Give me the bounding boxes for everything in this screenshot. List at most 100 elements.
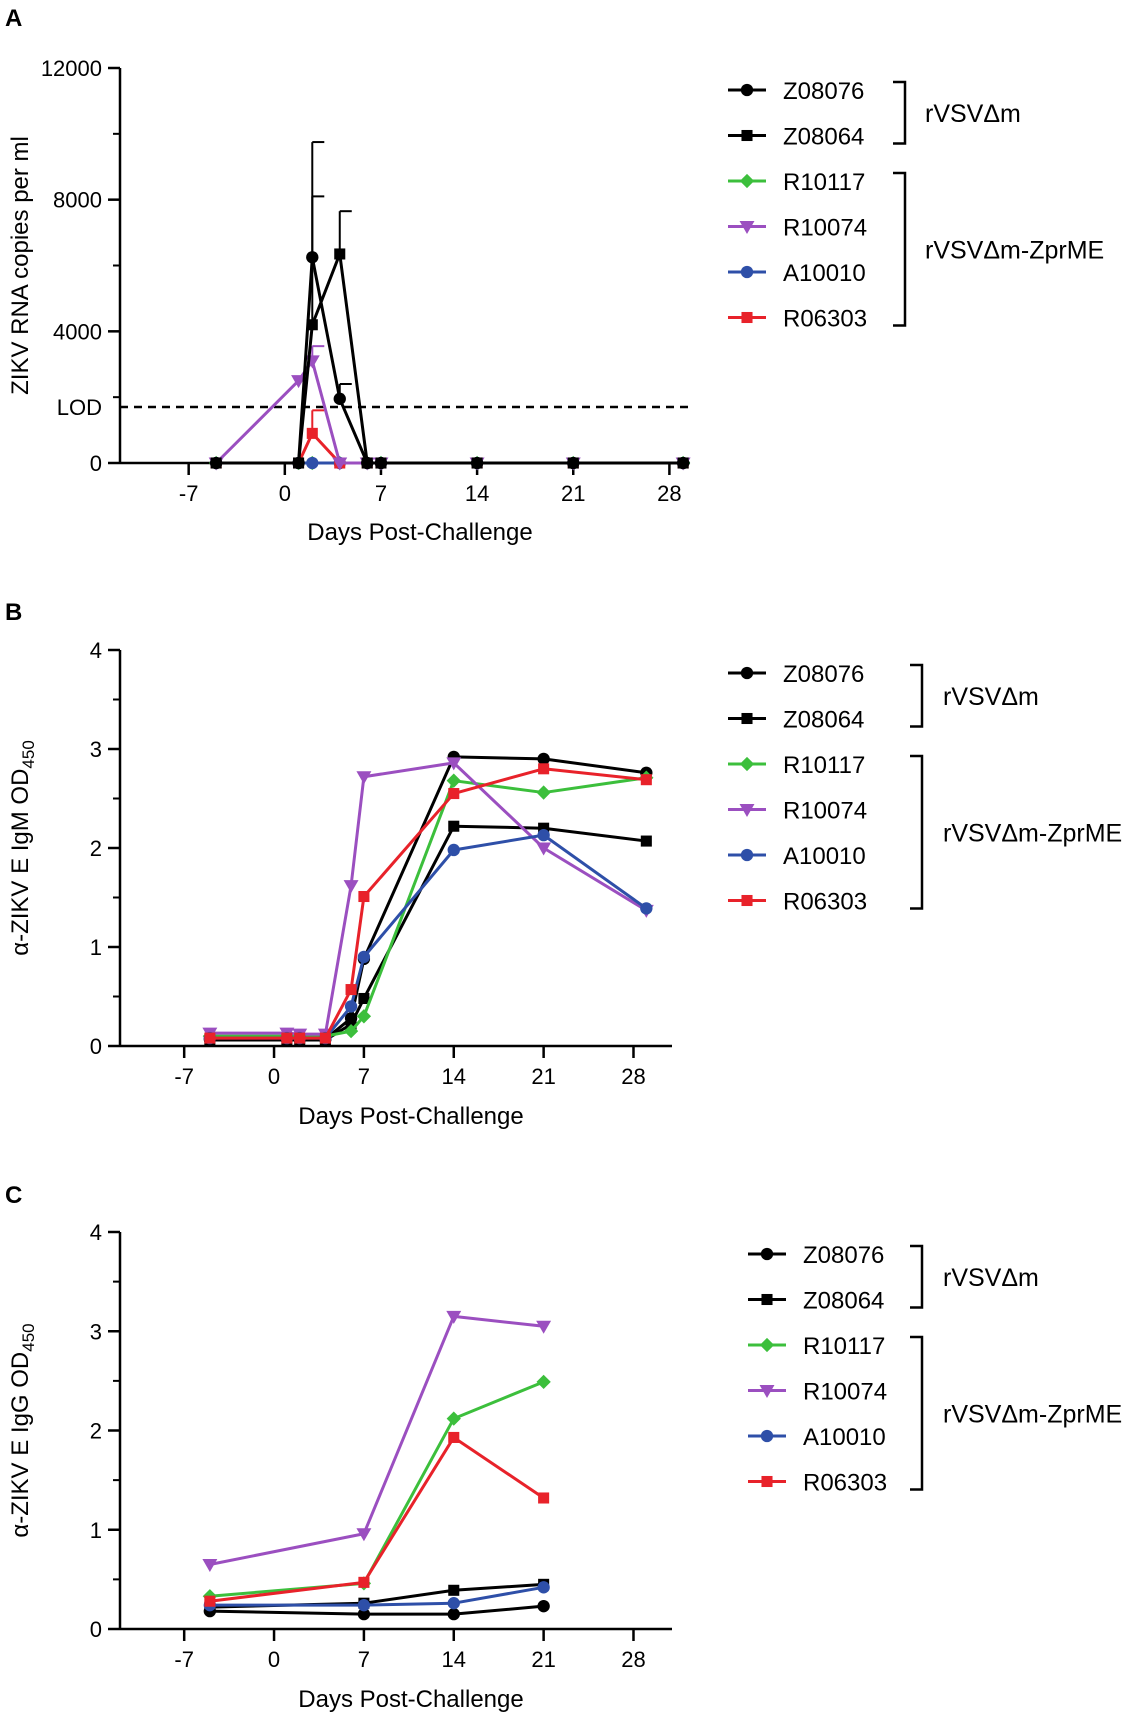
group-label: rVSVΔm-ZprME [943, 1400, 1122, 1428]
data-point-a10010 [357, 1599, 371, 1612]
series-line-z08076 [209, 1604, 544, 1616]
legend-marker [761, 1293, 773, 1306]
group-bracket: rVSVΔm [910, 1244, 1039, 1309]
x-axis-label: Days Post-Challenge [298, 1686, 523, 1713]
legend-marker [739, 173, 755, 189]
data-point-z08064 [361, 457, 373, 469]
legend-item-z08064: Z08064 [728, 707, 864, 734]
legend-label: R10117 [783, 169, 865, 196]
legend-marker [759, 1337, 775, 1353]
data-point-z08076 [447, 1607, 460, 1621]
data-point-r06303 [281, 1032, 293, 1044]
group-bracket: rVSVΔm [893, 80, 1021, 145]
data-point-z08076 [357, 1607, 371, 1621]
data-point-r10117 [356, 1009, 372, 1024]
data-point-a10010 [447, 843, 460, 857]
data-point-z08064 [306, 319, 318, 331]
y-tick-label: 4 [90, 1220, 102, 1245]
x-tick-label: 7 [358, 1647, 370, 1672]
series-line-r10074 [215, 359, 684, 465]
series-line-r10074 [209, 1314, 544, 1566]
legend-marker [739, 756, 755, 772]
panel-letter-c: C [5, 1182, 22, 1209]
group-label: rVSVΔm [925, 100, 1021, 128]
data-point-a10010 [640, 902, 653, 915]
legend-label: R06303 [803, 1470, 887, 1497]
legend-label: Z08076 [783, 78, 864, 105]
group-bracket: rVSVΔm [910, 663, 1039, 728]
legend-item-z08064: Z08064 [748, 1288, 884, 1315]
legend-item-z08076: Z08076 [728, 661, 864, 688]
data-point-r06303 [448, 788, 460, 800]
legend-marker [759, 1384, 775, 1398]
legend-marker [740, 848, 754, 862]
group-bracket: rVSVΔm-ZprME [910, 1335, 1122, 1491]
series-z08076 [209, 141, 690, 470]
legend-label: R10074 [783, 798, 867, 825]
x-tick-label: 14 [442, 1647, 466, 1672]
legend-label: R10074 [803, 1379, 887, 1406]
data-point-r06303 [204, 1595, 216, 1607]
x-tick-label: 0 [268, 1647, 280, 1672]
series-line-r10074 [209, 761, 648, 1036]
group-bracket: rVSVΔm-ZprME [910, 754, 1122, 910]
data-point-r10074 [446, 757, 462, 771]
x-tick-label: 21 [561, 481, 585, 506]
series-r10074 [202, 757, 654, 1042]
data-point-r10074 [536, 842, 552, 856]
legend-item-r10074: R10074 [728, 798, 867, 825]
legend-marker [740, 83, 754, 97]
legend-label: R06303 [783, 306, 867, 333]
legend-item-r06303: R06303 [728, 306, 867, 333]
y-tick-label: 0 [90, 1034, 102, 1059]
series-r06303 [210, 409, 689, 469]
y-tick-label: 8000 [53, 188, 102, 213]
legend-marker [740, 666, 754, 680]
data-point-z08064 [210, 457, 222, 469]
group-label: rVSVΔm [943, 1264, 1039, 1292]
legend-item-r10117: R10117 [748, 1333, 885, 1360]
data-point-z08064 [677, 457, 689, 469]
data-point-z08064 [567, 457, 579, 469]
data-point-z08076 [333, 392, 346, 405]
x-tick-label: 28 [657, 481, 681, 506]
data-point-z08064 [375, 457, 387, 469]
data-point-r10074 [332, 457, 348, 471]
data-point-r10117 [343, 1024, 359, 1039]
group-label: rVSVΔm-ZprME [925, 236, 1104, 264]
series-r06303 [204, 1431, 550, 1607]
y-tick-label: 3 [90, 737, 102, 762]
data-point-r06303 [204, 1032, 216, 1044]
legend-marker [741, 129, 753, 142]
legend-label: Z08064 [783, 124, 864, 151]
legend-item-z08076: Z08076 [748, 1242, 884, 1269]
x-tick-label: 21 [531, 1064, 555, 1089]
x-tick-label: 28 [621, 1647, 645, 1672]
data-point-r06303 [358, 890, 370, 903]
y-tick-label: 4000 [53, 319, 102, 344]
data-point-z08064 [334, 248, 346, 260]
legend-label: Z08076 [803, 1242, 884, 1269]
data-point-z08076 [537, 1599, 550, 1613]
x-tick-label: 0 [268, 1064, 280, 1089]
legend-item-r10074: R10074 [728, 215, 867, 242]
series-z08064 [210, 195, 689, 469]
legend-item-r10074: R10074 [748, 1379, 887, 1406]
data-point-r10074 [536, 1320, 552, 1334]
x-tick-label: 0 [279, 481, 291, 506]
series-a10010 [203, 828, 653, 1045]
legend-item-z08076: Z08076 [728, 78, 864, 105]
legend-item-r06303: R06303 [728, 889, 867, 916]
x-axis-label: Days Post-Challenge [307, 519, 532, 546]
y-axis-label: α-ZIKV E IgM OD450 [7, 740, 38, 956]
series-z08076 [203, 750, 653, 1046]
data-point-z08064 [640, 835, 652, 847]
data-point-a10010 [537, 1581, 550, 1594]
bracket-line [910, 663, 924, 728]
group-bracket: rVSVΔm-ZprME [893, 171, 1104, 327]
series-line-r10117 [209, 1380, 545, 1598]
y-tick-label: 1 [90, 935, 102, 960]
data-point-z08064 [358, 992, 370, 1005]
data-point-a10010 [447, 1597, 460, 1610]
legend-item-a10010: A10010 [728, 843, 866, 870]
